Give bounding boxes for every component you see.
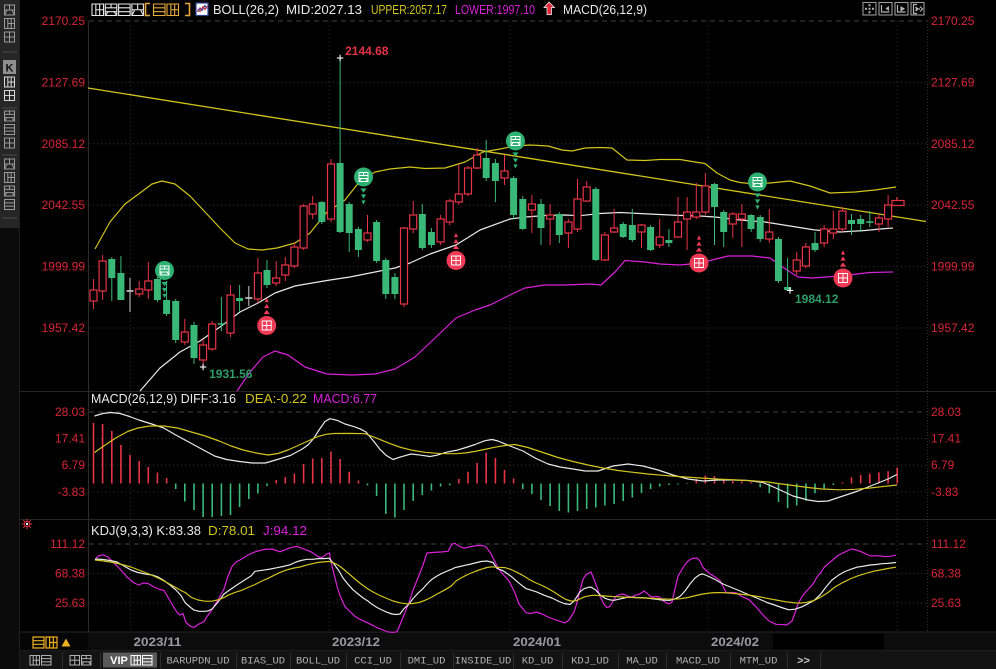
svg-text:BARUPDN_UD: BARUPDN_UD	[166, 656, 229, 668]
svg-text:MACD_UD: MACD_UD	[676, 656, 720, 668]
svg-text:111.12: 111.12	[931, 537, 966, 551]
svg-text:25.63: 25.63	[931, 596, 961, 610]
svg-text:2085.12: 2085.12	[931, 137, 975, 151]
svg-text:68.38: 68.38	[931, 567, 961, 581]
svg-text:2024/01: 2024/01	[513, 635, 561, 649]
svg-text:VIP: VIP	[110, 655, 128, 667]
svg-text:17.41: 17.41	[55, 432, 85, 446]
svg-text:-3.83: -3.83	[58, 485, 86, 499]
svg-text:BOLL_UD: BOLL_UD	[296, 656, 340, 668]
svg-text:LOWER:1997.10: LOWER:1997.10	[455, 3, 535, 17]
svg-text:28.03: 28.03	[55, 405, 85, 419]
svg-text:MACD(26,12,9): MACD(26,12,9)	[563, 3, 647, 17]
svg-text:D:78.01: D:78.01	[208, 524, 255, 538]
svg-text:2085.12: 2085.12	[42, 137, 86, 151]
svg-text:2024/02: 2024/02	[711, 635, 759, 649]
svg-text:2144.68: 2144.68	[345, 44, 389, 58]
svg-text:-3.83: -3.83	[931, 485, 959, 499]
svg-text:1957.42: 1957.42	[931, 321, 975, 335]
svg-text:MA_UD: MA_UD	[626, 656, 658, 668]
svg-text:MACD:6.77: MACD:6.77	[313, 392, 377, 406]
svg-text:UPPER:2057.17: UPPER:2057.17	[371, 3, 447, 17]
svg-text:1999.99: 1999.99	[42, 260, 86, 274]
svg-text:1984.12: 1984.12	[795, 292, 839, 306]
svg-text:2170.25: 2170.25	[931, 14, 975, 28]
svg-text:1999.99: 1999.99	[931, 260, 975, 274]
svg-text:CCI_UD: CCI_UD	[354, 656, 392, 668]
svg-text:28.03: 28.03	[931, 405, 961, 419]
svg-text:DMI_UD: DMI_UD	[408, 656, 446, 668]
svg-text:>>: >>	[797, 655, 810, 667]
svg-text:MACD(26,12,9) DIFF:3.16: MACD(26,12,9) DIFF:3.16	[91, 392, 236, 406]
svg-text:KDJ(9,3,3) K:83.38: KDJ(9,3,3) K:83.38	[91, 524, 201, 538]
svg-text:MTM_UD: MTM_UD	[740, 656, 778, 668]
svg-text:2042.55: 2042.55	[42, 198, 86, 212]
svg-text:DEA:-0.22: DEA:-0.22	[245, 392, 307, 406]
svg-text:111.12: 111.12	[50, 537, 85, 551]
svg-text:6.79: 6.79	[931, 458, 955, 472]
svg-text:1957.42: 1957.42	[42, 321, 86, 335]
svg-text:17.41: 17.41	[931, 432, 961, 446]
svg-text:K: K	[6, 63, 14, 75]
svg-text:2023/12: 2023/12	[332, 635, 380, 649]
svg-text:2042.55: 2042.55	[931, 198, 975, 212]
svg-text:68.38: 68.38	[55, 567, 85, 581]
svg-text:BOLL(26,2): BOLL(26,2)	[213, 3, 279, 17]
svg-text:J:94.12: J:94.12	[263, 524, 307, 538]
svg-text:2023/11: 2023/11	[134, 635, 182, 649]
svg-text:2127.69: 2127.69	[931, 75, 975, 89]
svg-text:2170.25: 2170.25	[42, 14, 86, 28]
svg-text:1931.56: 1931.56	[209, 367, 253, 381]
svg-text:6.79: 6.79	[62, 458, 86, 472]
svg-text:25.63: 25.63	[55, 596, 85, 610]
svg-text:KDJ_UD: KDJ_UD	[571, 656, 609, 668]
svg-text:2127.69: 2127.69	[42, 75, 86, 89]
svg-text:INSIDE_UD: INSIDE_UD	[455, 656, 512, 668]
svg-text:BIAS_UD: BIAS_UD	[241, 656, 285, 668]
svg-text:KD_UD: KD_UD	[522, 656, 554, 668]
svg-text:MID:2027.13: MID:2027.13	[286, 3, 362, 17]
